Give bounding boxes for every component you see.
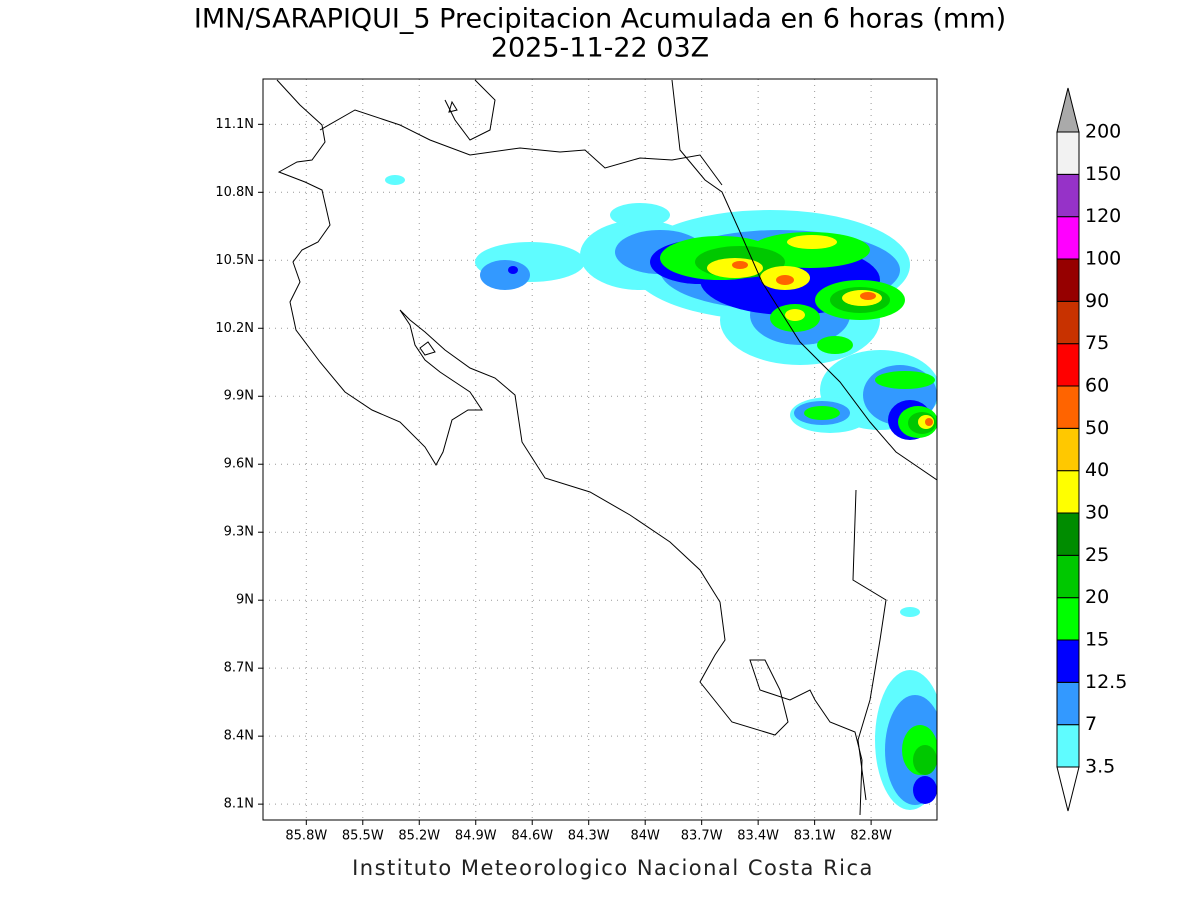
y-tick-label: 9N <box>236 593 254 608</box>
subtitle: 2025-11-22 03Z <box>491 33 709 64</box>
y-tick-label: 10.5N <box>215 253 254 268</box>
precipitation <box>385 175 937 810</box>
colorbar-label: 100 <box>1085 248 1121 270</box>
x-tick-label: 85.2W <box>398 829 440 844</box>
x-tick-label: 84.9W <box>455 829 497 844</box>
y-tick-label: 9.3N <box>224 525 254 540</box>
coastline <box>448 100 458 113</box>
x-tick-label: 85.8W <box>285 829 327 844</box>
colorbar-below <box>1056 766 1080 812</box>
colorbar-box <box>1056 131 1080 175</box>
colorbar-label: 20 <box>1085 586 1109 608</box>
colorbar-above <box>1056 87 1080 133</box>
colorbar-box <box>1056 554 1080 599</box>
y-tick-label: 11.1N <box>215 117 254 132</box>
x-tick-label: 85.5W <box>342 829 384 844</box>
colorbar-label: 15 <box>1085 629 1109 651</box>
title: IMN/SARAPIQUI_5 Precipitacion Acumulada … <box>194 4 1006 35</box>
coastline <box>444 79 496 141</box>
x-tick-label: 84.6W <box>511 829 553 844</box>
x-tick-label: 82.8W <box>850 829 892 844</box>
colorbar-label: 90 <box>1085 290 1109 312</box>
x-tick-label: 83.7W <box>681 829 723 844</box>
y-tick-label: 10.8N <box>215 185 254 200</box>
precip-area <box>732 261 933 426</box>
coastline <box>671 79 937 481</box>
footer: Instituto Meteorologico Nacional Costa R… <box>352 856 874 880</box>
colorbar-box <box>1056 385 1080 429</box>
y-tick-label: 9.6N <box>224 457 254 472</box>
colorbar-label: 75 <box>1085 332 1109 354</box>
colorbar-box <box>1056 470 1080 514</box>
colorbar-label: 150 <box>1085 163 1121 185</box>
colorbar-label: 120 <box>1085 205 1121 227</box>
grid <box>263 79 937 820</box>
coastline <box>852 489 887 801</box>
coastline <box>276 79 863 816</box>
colorbar-box <box>1056 173 1080 218</box>
x-tick-label: 83.1W <box>794 829 836 844</box>
x-tick-label: 83.4W <box>737 829 779 844</box>
colorbar-box <box>1056 427 1080 472</box>
colorbar-box <box>1056 216 1080 260</box>
coastline <box>319 109 723 186</box>
colorbar: 3.5 7 12.5 15 20 25 30 40 50 60 75 90 100 120 150 200 <box>1056 87 1127 812</box>
colorbar-box <box>1056 597 1080 641</box>
y-tick-label: 8.4N <box>224 729 254 744</box>
colorbar-label: 40 <box>1085 459 1109 481</box>
colorbar-label: 200 <box>1085 121 1121 143</box>
colorbar-label: 50 <box>1085 417 1109 439</box>
colorbar-label: 12.5 <box>1085 671 1127 693</box>
colorbar-label: 7 <box>1085 713 1097 735</box>
y-tick-label: 8.7N <box>224 661 254 676</box>
x-tick-label: 84.3W <box>568 829 610 844</box>
colorbar-label: 60 <box>1085 375 1109 397</box>
colorbar-box <box>1056 258 1080 302</box>
colorbar-label: 30 <box>1085 502 1109 524</box>
y-tick-label: 8.1N <box>224 797 254 812</box>
colorbar-box <box>1056 681 1080 726</box>
colorbar-box <box>1056 300 1080 345</box>
colorbar-label: 25 <box>1085 544 1109 566</box>
colorbar-box <box>1056 724 1080 768</box>
ticks: 85.8W 85.5W 85.2W 84.9W 84.6W 84.3W 84W 83.7W 83… <box>215 117 892 844</box>
colorbar-box <box>1056 343 1080 387</box>
coastline <box>419 341 436 356</box>
coastline <box>276 79 937 816</box>
map-frame <box>262 78 938 821</box>
y-tick-label: 10.2N <box>215 321 254 336</box>
colorbar-box <box>1056 639 1080 683</box>
colorbar-label: 3.5 <box>1085 756 1115 778</box>
x-tick-label: 84W <box>630 829 660 844</box>
y-tick-label: 9.9N <box>224 389 254 404</box>
colorbar-box <box>1056 512 1080 556</box>
